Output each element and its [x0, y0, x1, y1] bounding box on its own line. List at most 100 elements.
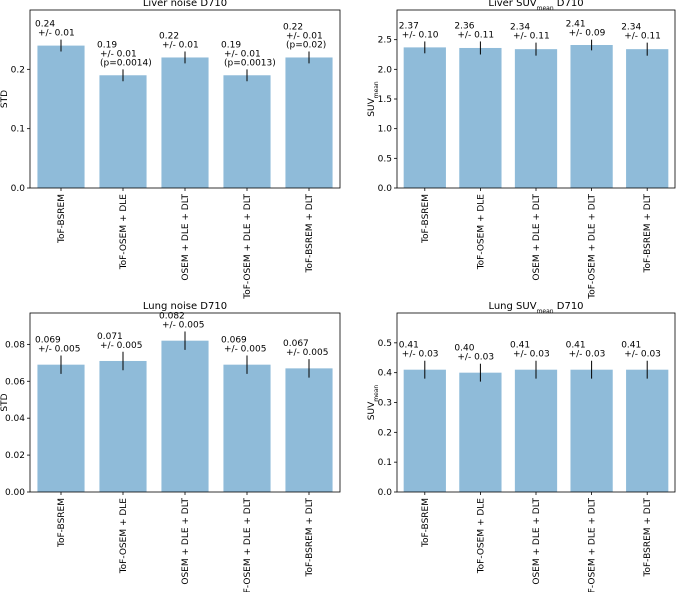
bar: [99, 360, 147, 492]
bar: [459, 47, 502, 189]
y-tick-label: 0.0: [11, 184, 26, 194]
value-label: 2.37: [399, 21, 419, 31]
error-label: +/- 0.01: [38, 29, 75, 39]
y-tick-label: 0.08: [5, 340, 25, 350]
error-label: +/- 0.11: [513, 32, 550, 42]
error-label: +/- 0.005: [100, 341, 142, 351]
error-label: +/- 0.03: [513, 350, 550, 360]
y-tick-label: 1.5: [378, 95, 392, 105]
bar: [223, 364, 271, 492]
bar: [514, 49, 558, 188]
y-tick-label: 0.1: [11, 125, 25, 135]
y-tick-label: 0.5: [378, 154, 392, 164]
value-label: 0.19: [97, 40, 117, 50]
bar: [403, 47, 446, 188]
value-label: 2.34: [621, 23, 641, 33]
x-tick-label: ToF-BSREM: [421, 194, 431, 244]
error-label: +/- 0.005: [38, 344, 80, 354]
y-tick-label: 0.06: [5, 377, 25, 387]
bar: [161, 340, 209, 492]
value-label: 0.069: [35, 335, 61, 345]
bar: [285, 368, 333, 492]
y-tick-label: 2.0: [378, 65, 393, 75]
chart-title: Lung noise D710: [143, 301, 227, 312]
x-tick-label: ToF-OSEM + DLE: [119, 194, 129, 271]
y-tick-label: 0.02: [5, 451, 25, 461]
chart-title: Lung SUVmean D710: [488, 301, 583, 315]
x-tick-label: ToF-BSREM: [57, 194, 67, 244]
y-tick-label: 0.3: [378, 399, 392, 409]
y-axis-label-part: mean: [373, 385, 380, 402]
x-tick-label: OSEM + DLE + DLT: [532, 497, 542, 584]
axes-frame: [29, 312, 341, 493]
annotation: (p=0.0014): [100, 58, 152, 68]
error-label: +/- 0.01: [224, 49, 261, 59]
bar: [626, 49, 669, 188]
bar: [459, 372, 502, 492]
error-label: +/- 0.11: [624, 32, 661, 42]
chart-title-part: D710: [554, 301, 584, 312]
y-axis-label-part: SUV: [367, 97, 377, 116]
error-label: +/- 0.09: [569, 29, 606, 39]
y-tick-label: 0.04: [5, 414, 25, 424]
error-label: +/- 0.005: [286, 348, 328, 358]
x-tick-label: ToF-BSREM: [57, 498, 67, 548]
value-label: 0.19: [221, 40, 241, 50]
bar: [403, 369, 446, 492]
x-tick-label: ToF-BSREM: [421, 498, 431, 548]
chart-panel: Lung noise D710 STD 0.00 0.02 0.04 0.06 0.08 To…: [0, 301, 341, 592]
chart-panel: Lung SUVmean D710SUVmean0.00.10.20.30.40…: [367, 301, 676, 592]
value-label: 0.071: [97, 332, 123, 342]
bar: [570, 45, 613, 188]
error-label: +/- 0.005: [162, 320, 204, 330]
chart-title: Liver SUVmean D710: [488, 0, 583, 12]
bar: [99, 75, 147, 188]
error-label: +/- 0.03: [624, 350, 661, 360]
x-tick-label: OSEM + DLE + DLT: [181, 193, 191, 280]
chart-title-part: Lung SUV: [488, 301, 536, 312]
value-label: 0.41: [566, 341, 586, 351]
y-tick-label: 1.0: [378, 125, 393, 135]
y-axis-label: STD: [0, 393, 10, 411]
axes-frame: [29, 9, 341, 189]
bar: [570, 369, 613, 492]
y-tick-label: 0.1: [378, 458, 392, 468]
chart-title-part: mean: [537, 308, 554, 315]
value-label: 2.41: [566, 20, 586, 30]
x-tick-label: ToF-OSEM + DLE + DLT: [588, 194, 598, 300]
value-label: 0.41: [621, 341, 641, 351]
error-label: +/- 0.11: [457, 30, 494, 40]
error-label: +/- 0.005: [224, 344, 266, 354]
annotation: (p=0.02): [286, 41, 326, 51]
chart-title: Liver noise D710: [143, 0, 227, 9]
y-tick-label: 0.5: [378, 339, 392, 349]
value-label: 0.41: [399, 341, 419, 351]
annotation: (p=0.0013): [224, 58, 276, 68]
y-tick-label: 0.0: [378, 488, 393, 498]
y-axis-label-part: SUV: [367, 401, 377, 420]
value-label: 0.24: [35, 20, 55, 30]
axes-frame: [396, 312, 676, 493]
y-tick-label: 0.4: [378, 369, 393, 379]
x-tick-label: OSEM + DLE + DLT: [181, 497, 191, 584]
axes-frame: [396, 9, 676, 189]
value-label: 0.40: [454, 344, 474, 354]
value-label: 0.22: [283, 23, 303, 33]
bar: [161, 57, 209, 188]
error-label: +/- 0.03: [402, 350, 439, 360]
error-label: +/- 0.10: [402, 30, 439, 40]
error-label: +/- 0.01: [100, 49, 137, 59]
bar: [514, 369, 558, 492]
error-label: +/- 0.03: [569, 350, 606, 360]
bar: [285, 57, 333, 188]
x-tick-label: OSEM + DLE + DLT: [532, 193, 542, 280]
value-label: 0.067: [283, 339, 309, 349]
x-tick-label: ToF-OSEM + DLE: [476, 194, 486, 271]
y-tick-label: 2.5: [378, 36, 392, 46]
bar: [37, 364, 85, 492]
x-tick-label: ToF-BSREM + DLT: [305, 194, 315, 274]
bar: [223, 75, 271, 188]
y-axis-label: SUVmean: [367, 385, 380, 421]
y-tick-label: 0.0: [378, 184, 393, 194]
value-label: 2.34: [510, 23, 530, 33]
